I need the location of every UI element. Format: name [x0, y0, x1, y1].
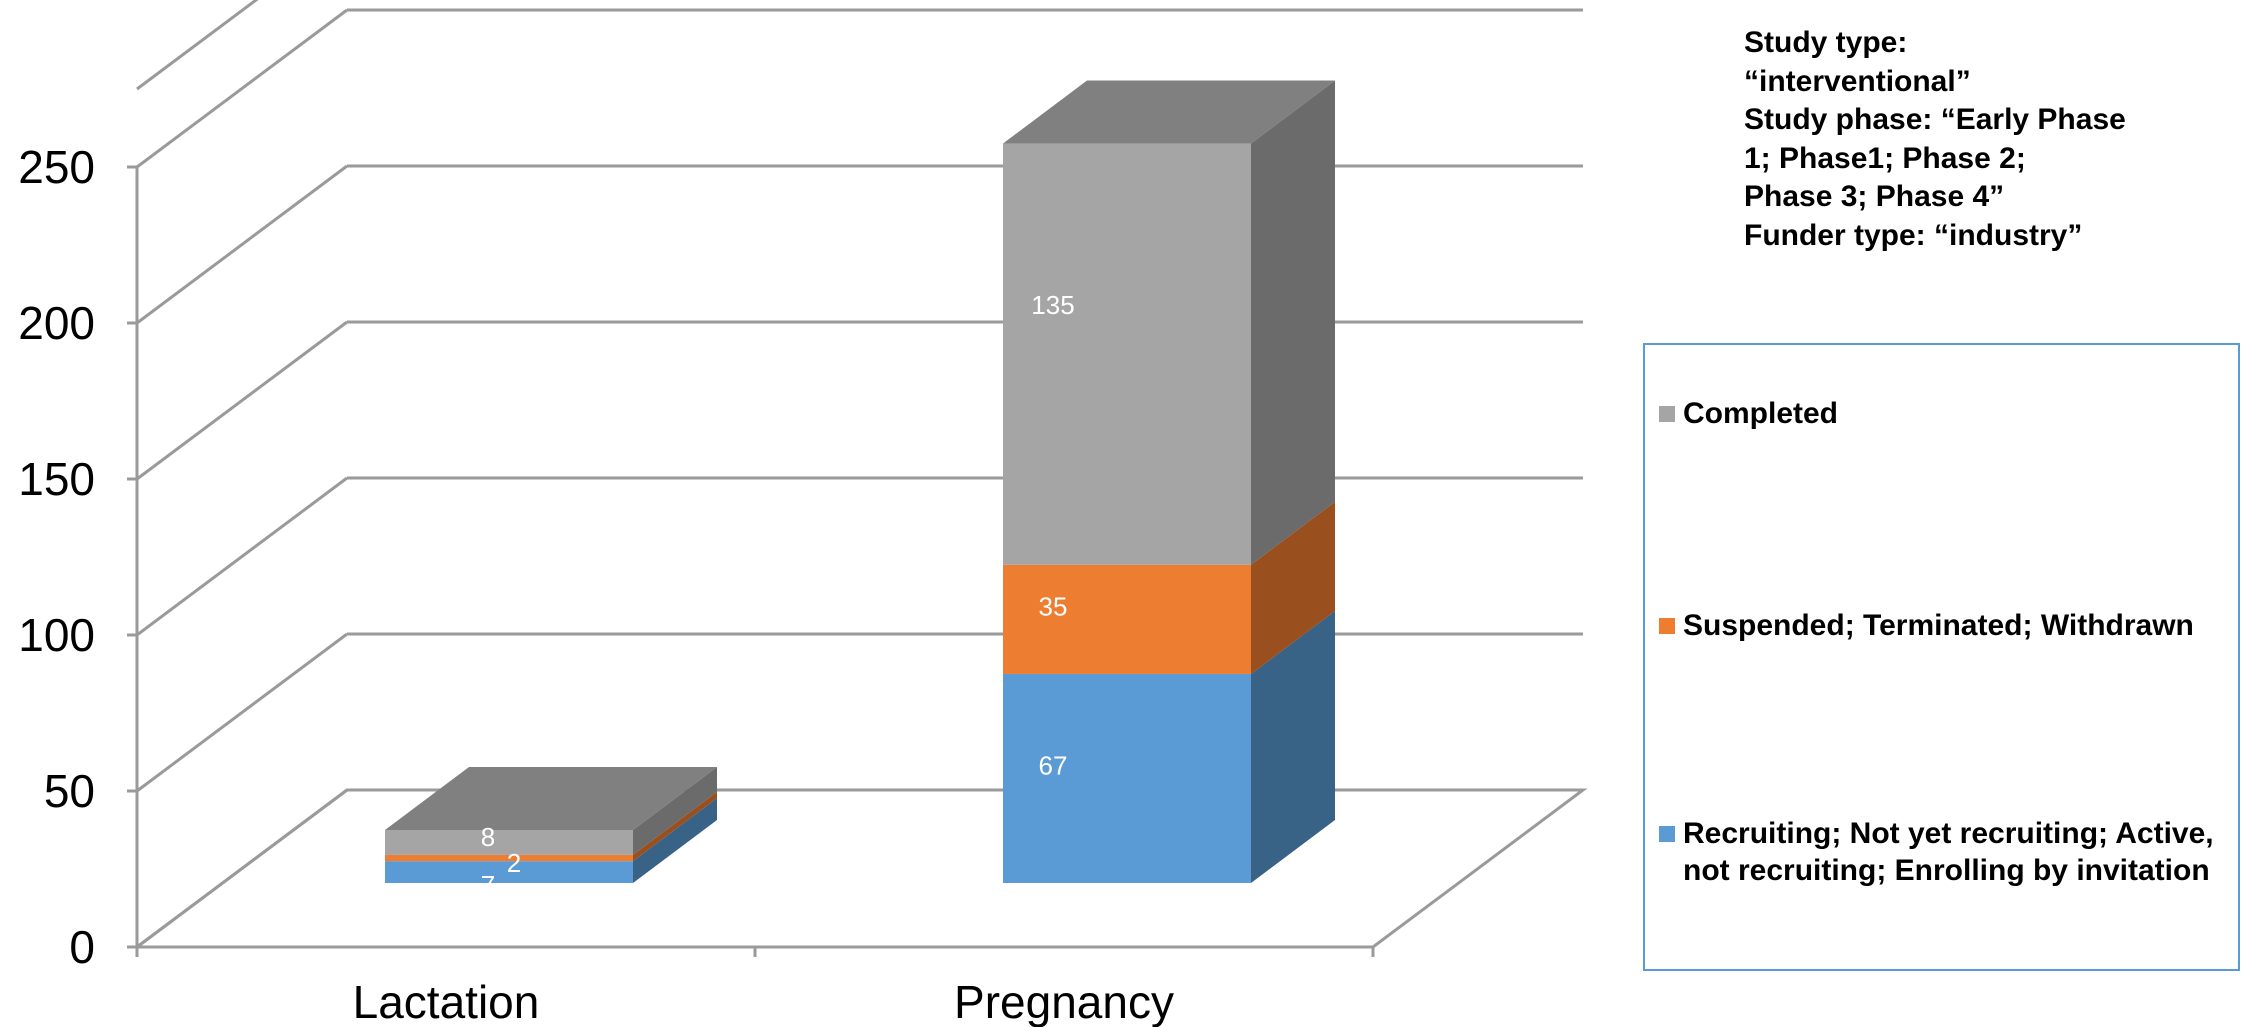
- note-line: Study phase: “Early Phase: [1744, 103, 2126, 136]
- side-gridline: [136, 8, 348, 169]
- bar-segment: [1003, 143, 1251, 565]
- data-label: 8: [481, 822, 495, 852]
- note-line: Study type:: [1744, 26, 1908, 59]
- data-label: 67: [1039, 750, 1068, 780]
- y-tick-label: 100: [18, 609, 95, 661]
- legend-swatch-completed: [1659, 406, 1675, 422]
- y-tick-label: 250: [18, 141, 95, 193]
- side-wall-top: [136, 0, 259, 91]
- legend-item-recruiting: Recruiting; Not yet recruiting; Active, …: [1659, 815, 2229, 889]
- legend-item-suspended: Suspended; Terminated; Withdrawn: [1659, 607, 2229, 644]
- data-label: 2: [507, 848, 521, 878]
- bar-segment-side: [633, 798, 717, 883]
- bar-top: [1003, 80, 1335, 144]
- bar-segment-side: [1251, 80, 1335, 565]
- legend-swatch-suspended: [1659, 618, 1675, 634]
- side-gridline: [136, 164, 348, 325]
- bar-segment-side: [1251, 610, 1335, 883]
- bar-segment-side: [633, 766, 717, 855]
- study-filter-note: Study type: “interventional” Study phase…: [1744, 24, 2224, 255]
- bar-segment: [385, 861, 633, 883]
- y-tick-label: 0: [69, 921, 95, 973]
- data-label: 35: [1039, 591, 1068, 621]
- bar-segment: [1003, 564, 1251, 674]
- note-line: “interventional”: [1744, 64, 1971, 98]
- legend-label: Recruiting; Not yet recruiting; Active, …: [1683, 817, 2214, 887]
- y-tick-label: 150: [18, 453, 95, 505]
- y-tick-label: 50: [44, 765, 95, 817]
- chart-bars: [385, 80, 1335, 883]
- x-axis-tick-labels: Lactation Pregnancy: [353, 976, 1174, 1027]
- y-tick-label: 200: [18, 297, 95, 349]
- note-line: Funder type: “industry”: [1744, 218, 2083, 252]
- side-gridline: [136, 476, 348, 637]
- bar-segment-side: [1251, 501, 1335, 674]
- note-line: Phase 3; Phase 4”: [1744, 180, 2005, 213]
- bar-segment: [1003, 673, 1251, 883]
- side-gridline: [136, 632, 348, 793]
- stacked-bar-chart-3d: 0 50 100 150 200 250 728 67 35 135 Lactation Preg…: [18, 0, 1588, 1027]
- data-label: 135: [1031, 290, 1074, 320]
- chart-data-labels: 728 67 35 135: [481, 290, 1075, 900]
- legend-label: Completed: [1683, 397, 1839, 430]
- x-tick-label: Pregnancy: [954, 976, 1174, 1027]
- x-tick-label: Lactation: [353, 976, 540, 1027]
- bar-segment: [385, 829, 633, 855]
- chart-axes: [127, 165, 1375, 957]
- legend-item-completed: Completed: [1659, 395, 2229, 432]
- chart-floor: [132, 788, 1588, 949]
- data-label: 7: [481, 870, 495, 900]
- legend-label: Suspended; Terminated; Withdrawn: [1683, 609, 2194, 642]
- bar-segment: [385, 854, 633, 862]
- chart-legend: Completed Suspended; Terminated; Withdra…: [1643, 343, 2240, 971]
- legend-swatch-recruiting: [1659, 826, 1675, 842]
- side-gridline: [136, 788, 348, 949]
- bar-segment-side: [633, 791, 717, 862]
- y-axis-tick-labels: 0 50 100 150 200 250: [18, 141, 95, 973]
- note-line: 1; Phase1; Phase 2;: [1744, 141, 2026, 175]
- bar-top: [385, 766, 717, 830]
- chart-gridlines: [132, 0, 1588, 949]
- side-gridline: [136, 320, 348, 481]
